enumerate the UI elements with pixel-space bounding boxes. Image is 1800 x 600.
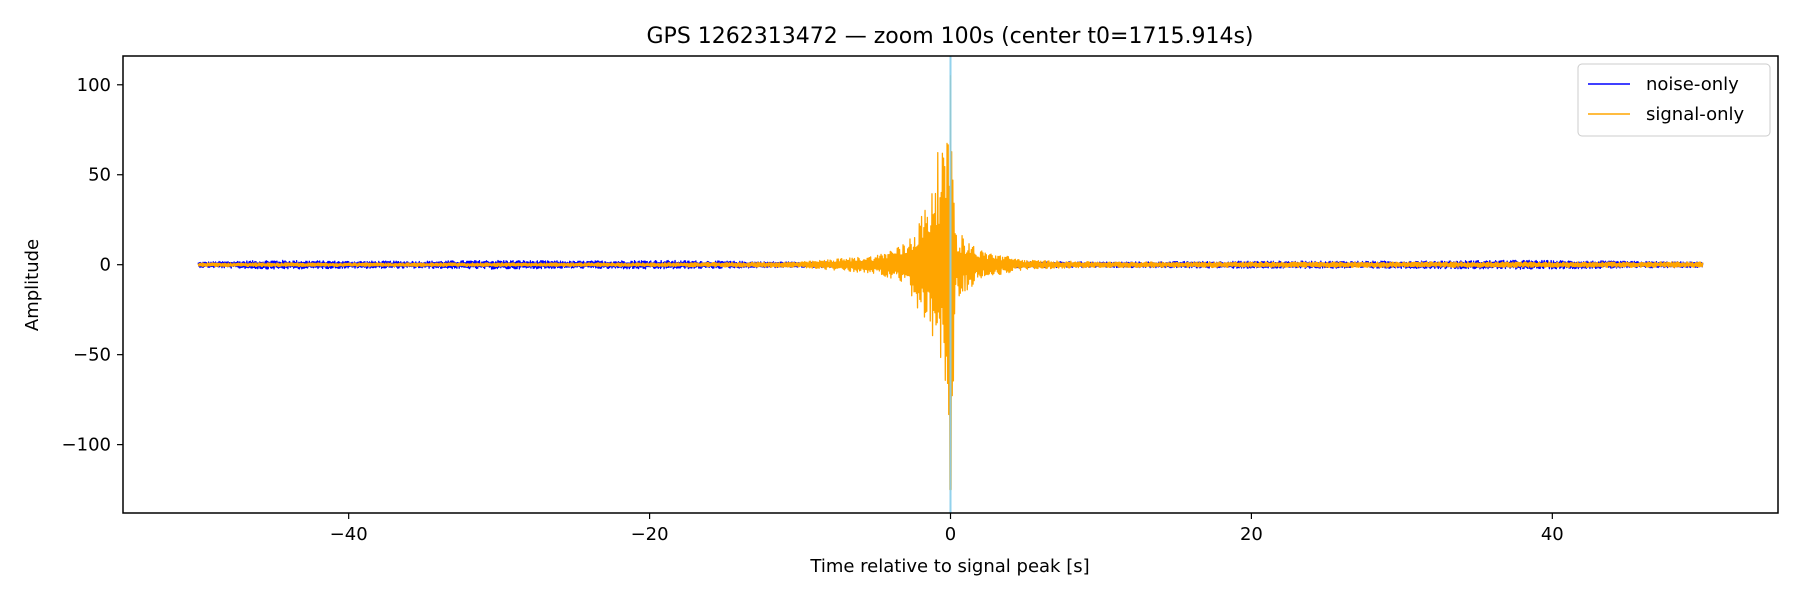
x-tick-label: −20 xyxy=(631,524,669,545)
x-tick-label: −40 xyxy=(330,524,368,545)
x-tick-label: 0 xyxy=(945,524,956,545)
y-axis-label: Amplitude xyxy=(22,239,43,331)
legend-box xyxy=(1577,63,1771,137)
chart-title: GPS 1262313472 — zoom 100s (center t0=17… xyxy=(647,24,1254,49)
x-tick-label: 40 xyxy=(1541,524,1564,545)
legend: noise-only signal-only xyxy=(1577,63,1771,137)
legend-label: signal-only xyxy=(1646,104,1744,125)
legend-label: noise-only xyxy=(1646,74,1739,95)
y-tick-label: −50 xyxy=(73,345,111,366)
y-tick-label: 50 xyxy=(88,165,111,186)
y-tick-label: 100 xyxy=(77,75,111,96)
y-tick-label: −100 xyxy=(62,435,111,456)
y-tick-label: 0 xyxy=(100,255,111,276)
x-axis-label: Time relative to signal peak [s] xyxy=(809,556,1089,577)
axis-ticks: −40 −20 0 20 40 −100 −50 0 50 100 xyxy=(62,75,1564,545)
plot-area xyxy=(197,56,1704,513)
x-tick-label: 20 xyxy=(1240,524,1263,545)
